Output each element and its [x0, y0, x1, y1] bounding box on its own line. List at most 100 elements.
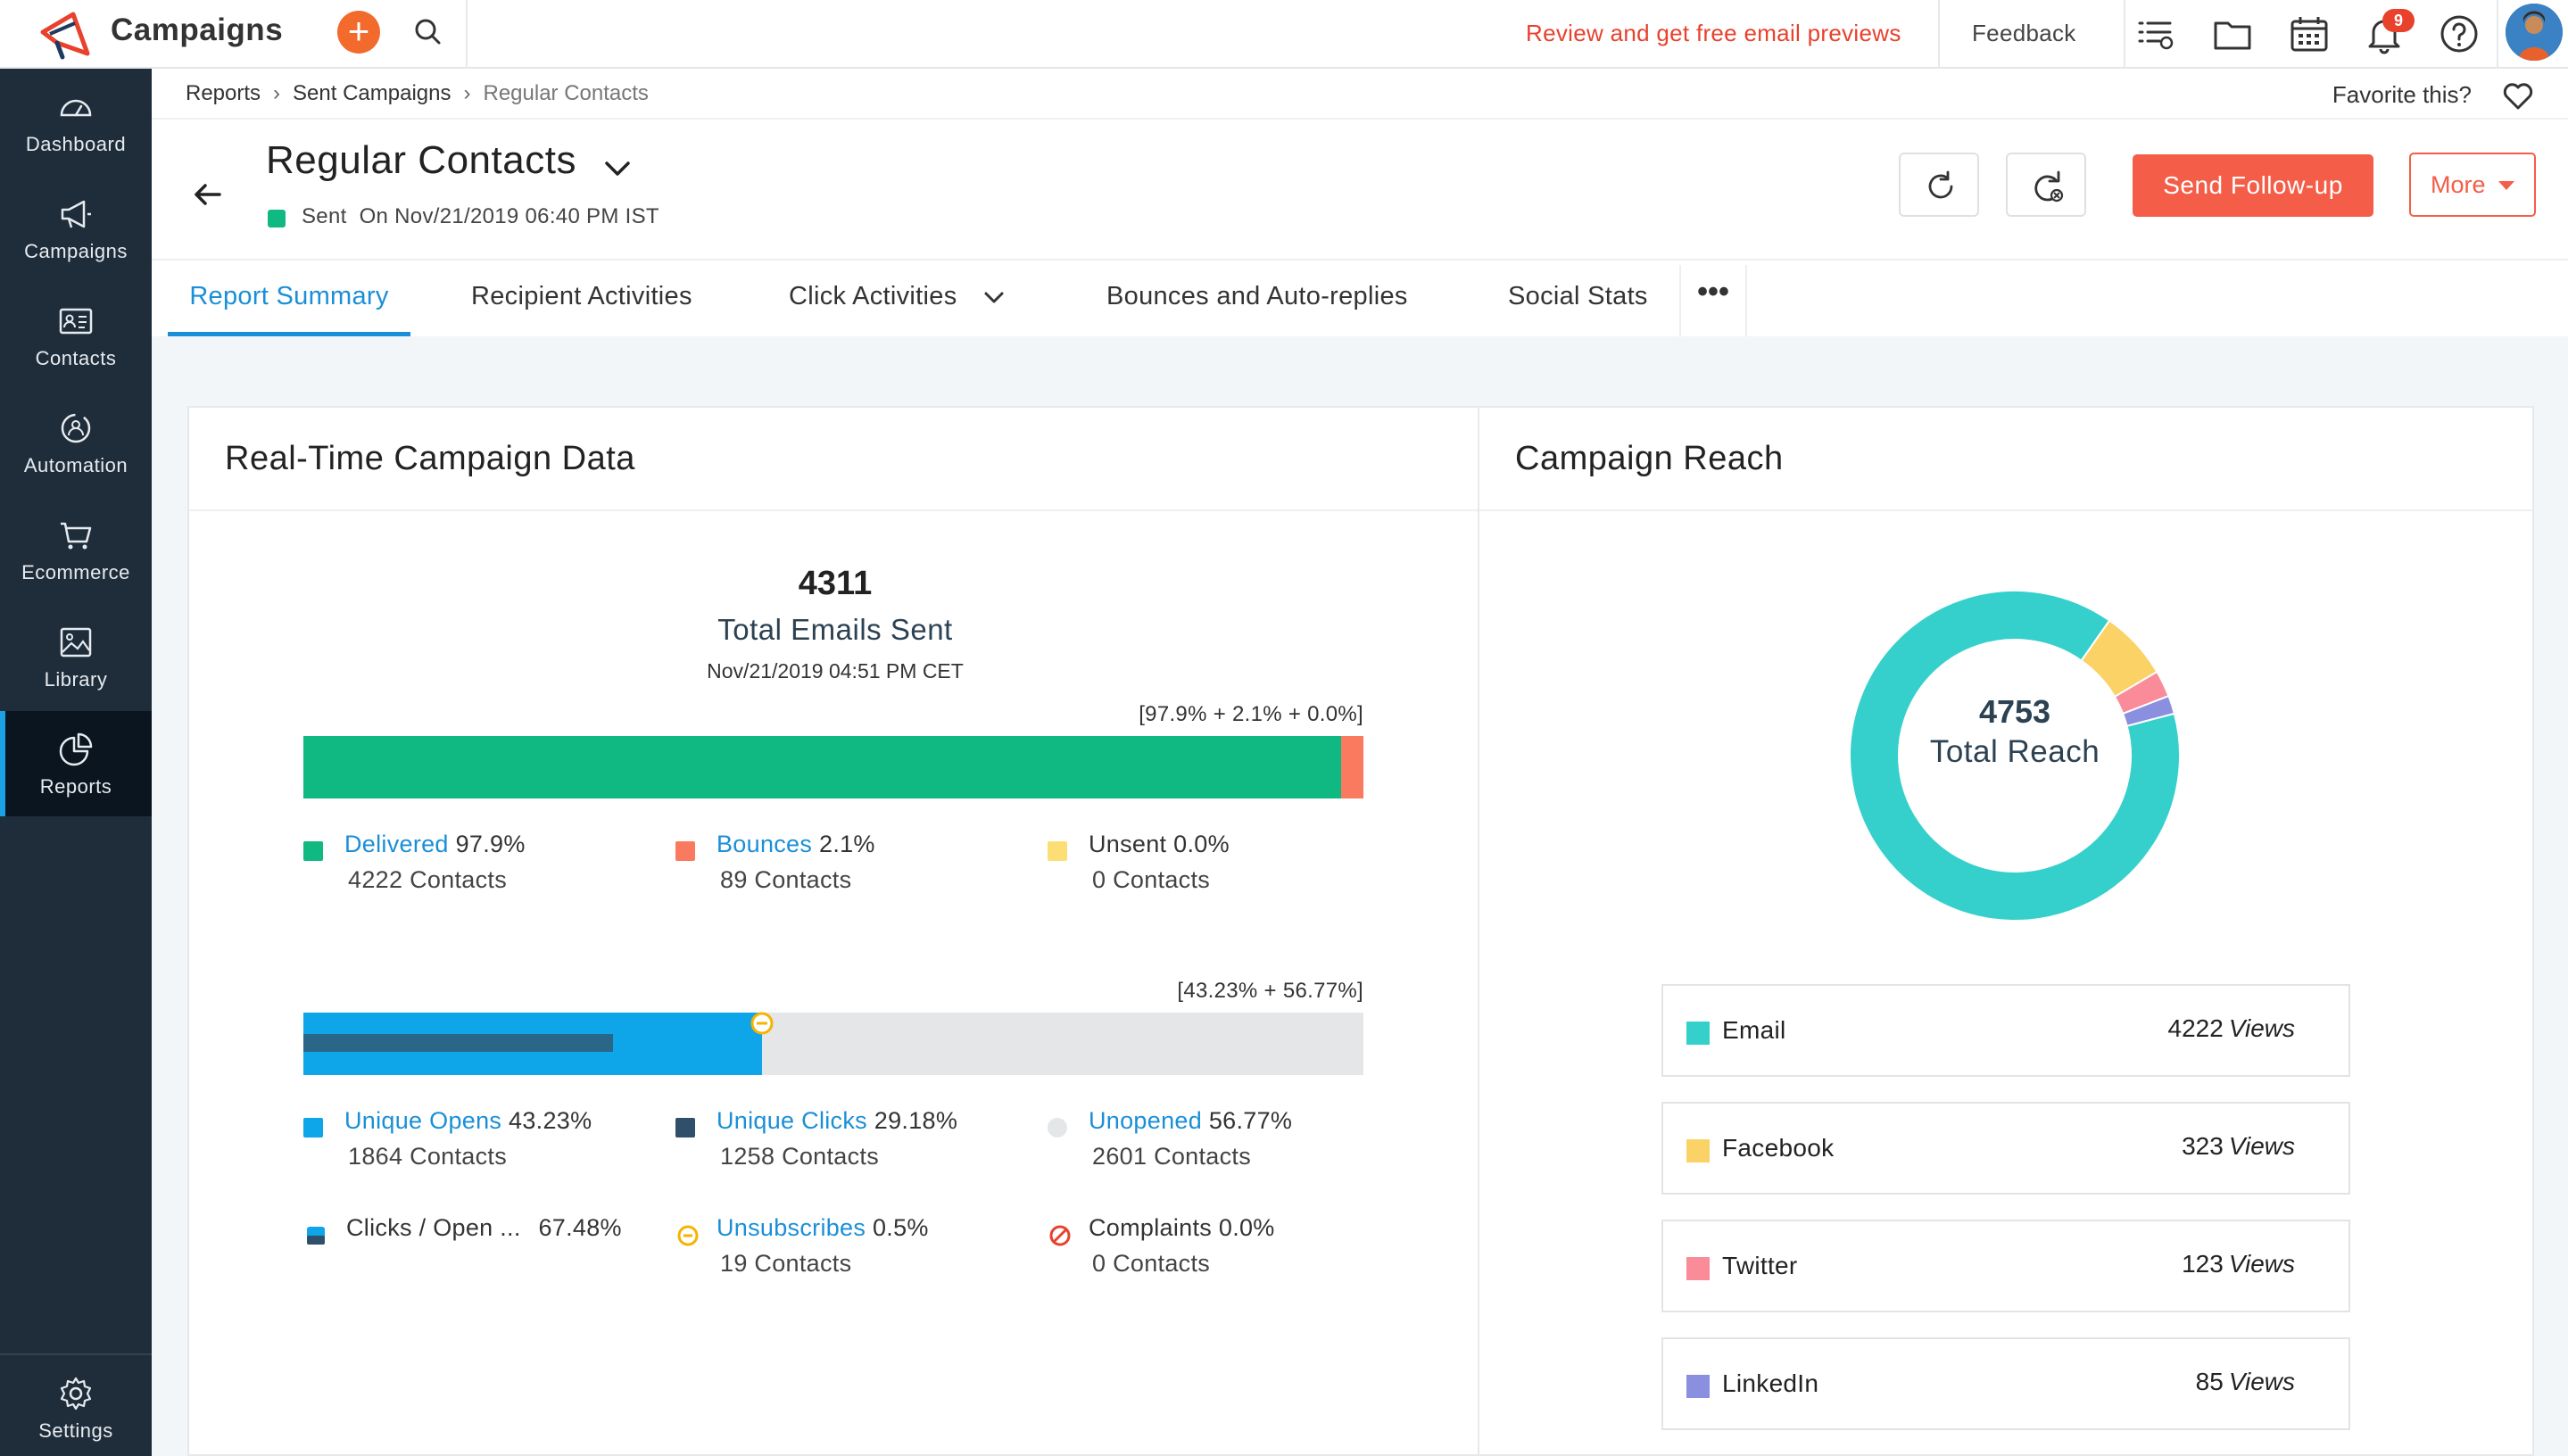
heart-icon[interactable] [2500, 78, 2536, 113]
delivered-segment[interactable] [303, 736, 1342, 798]
sidebar-item-automation[interactable]: Automation [0, 390, 152, 495]
reach-channel-name: LinkedIn [1722, 1369, 1819, 1397]
donut-slice-email[interactable] [1849, 590, 2181, 922]
help-icon[interactable] [2438, 12, 2481, 55]
facebook-swatch [1686, 1139, 1710, 1162]
reach-channel-name: Facebook [1722, 1134, 1835, 1162]
total-emails-count: 4311 [798, 565, 873, 602]
email-preview-promo-link[interactable]: Review and get free email previews [1526, 20, 1901, 46]
legend-unique-opens[interactable]: Unique Opens 43.23% 1864 Contacts [303, 1107, 660, 1187]
tab-social-stats[interactable]: Social Stats [1508, 282, 1648, 310]
sidebar-item-library[interactable]: Library [0, 604, 152, 709]
sidebar-item-label: Dashboard [25, 133, 127, 155]
legend-unique-clicks[interactable]: Unique Clicks 29.18% 1258 Contacts [675, 1107, 1032, 1187]
sidebar-item-label: Automation [23, 454, 128, 476]
legend-delivered[interactable]: Delivered 97.9% 4222 Contacts [303, 831, 660, 911]
unique-clicks-segment[interactable] [303, 1034, 613, 1052]
more-dropdown-button[interactable]: More [2409, 153, 2536, 217]
email-swatch [1686, 1022, 1710, 1045]
create-new-button[interactable]: + [337, 11, 380, 54]
refresh-button[interactable] [1899, 153, 1979, 217]
reach-channel-value: 4222 Views [2168, 1014, 2295, 1043]
cart-icon [61, 522, 92, 550]
reach-views-count: 323 [2182, 1132, 2224, 1160]
tab-bounces-auto-replies[interactable]: Bounces and Auto-replies [1106, 282, 1408, 310]
folder-icon[interactable] [2211, 12, 2254, 55]
total-reach-label: Total Reach [1929, 734, 2100, 769]
bounces-swatch [675, 841, 695, 861]
status-indicator [268, 210, 286, 228]
tab-recipient-activities[interactable]: Recipient Activities [471, 282, 692, 310]
pie-chart-icon [59, 732, 93, 766]
divider [152, 259, 2568, 261]
delivery-stacked-bar[interactable] [303, 736, 1363, 798]
unopened-swatch [1048, 1118, 1067, 1138]
reach-channel-value: 85 Views [2196, 1368, 2295, 1396]
unsent-swatch [1048, 841, 1067, 861]
legend-name[interactable]: Unopened [1089, 1107, 1203, 1134]
reach-channel-value: 323 Views [2182, 1132, 2295, 1161]
back-arrow-icon[interactable] [189, 176, 227, 213]
breadcrumb-current: Regular Contacts [483, 81, 649, 105]
sidebar-item-ecommerce[interactable]: Ecommerce [0, 497, 152, 602]
legend-bounces[interactable]: Bounces 2.1% 89 Contacts [675, 831, 1032, 911]
breadcrumb-sent-campaigns[interactable]: Sent Campaigns [293, 81, 451, 105]
legend-name[interactable]: Bounces [717, 831, 813, 857]
legend-pct: 56.77% [1208, 1107, 1293, 1134]
sidebar-item-settings[interactable]: Settings [0, 1353, 152, 1456]
campaign-status: Sent On Nov/21/2019 06:40 PM IST [302, 204, 672, 229]
linkedin-swatch [1686, 1375, 1710, 1398]
legend-unopened[interactable]: Unopened 56.77% 2601 Contacts [1048, 1107, 1404, 1187]
breadcrumb-reports[interactable]: Reports [186, 81, 261, 105]
sidebar-item-reports[interactable]: Reports [0, 711, 152, 816]
panel-title: Campaign Reach [1515, 440, 1784, 477]
favorite-label: Favorite this? [2332, 81, 2472, 108]
legend-name: Complaints [1089, 1214, 1213, 1241]
chevron-down-icon[interactable] [600, 151, 635, 186]
app-title[interactable]: Campaigns [111, 12, 284, 47]
opens-swatch [303, 1118, 323, 1138]
legend-count: 2601 Contacts [1092, 1143, 1252, 1170]
sidebar-item-campaigns[interactable]: Campaigns [0, 176, 152, 281]
contacts-icon [59, 308, 93, 335]
reach-views-count: 85 [2195, 1368, 2224, 1395]
notification-count-badge: 9 [2382, 9, 2415, 32]
auto-refresh-button[interactable] [2006, 153, 2086, 217]
legend-unsubscribes[interactable]: Unsubscribes 0.5% 19 Contacts [675, 1214, 1032, 1295]
campaigns-logo-icon[interactable] [37, 7, 95, 61]
clicks-per-open-icon [307, 1227, 325, 1245]
more-tabs-icon[interactable]: ••• [1679, 265, 1747, 336]
tab-click-activities[interactable]: Click Activities [789, 265, 1007, 336]
sidebar-item-dashboard[interactable]: Dashboard [0, 69, 152, 174]
sidebar-item-label: Ecommerce [21, 561, 130, 583]
legend-name[interactable]: Unique Opens [344, 1107, 502, 1134]
opens-stacked-bar[interactable] [303, 1013, 1363, 1075]
legend-count: 0 Contacts [1092, 866, 1211, 893]
tab-report-summary[interactable]: Report Summary [168, 265, 410, 336]
total-reach-count: 4753 [1978, 693, 2051, 730]
legend-name[interactable]: Unique Clicks [717, 1107, 867, 1134]
legend-name[interactable]: Delivered [344, 831, 449, 857]
search-icon[interactable] [409, 12, 448, 52]
reach-views-unit: Views [2228, 1368, 2295, 1395]
reach-views-count: 4222 [2167, 1014, 2224, 1042]
campaign-reach-panel: Campaign Reach 4753 Total Reach Email 42… [1478, 406, 2534, 1456]
total-emails-label: Total Emails Sent [717, 613, 953, 646]
legend-pct: 0.0% [1218, 1214, 1275, 1241]
real-time-campaign-data-panel: Real-Time Campaign Data 4311 Total Email… [187, 406, 1479, 1456]
bounces-segment[interactable] [1341, 736, 1363, 798]
divider [2124, 0, 2125, 69]
legend-count: 0 Contacts [1092, 1250, 1211, 1277]
calendar-icon[interactable] [2288, 12, 2331, 55]
sidebar-item-contacts[interactable]: Contacts [0, 283, 152, 388]
legend-count: 19 Contacts [720, 1250, 852, 1277]
list-settings-icon[interactable] [2134, 12, 2177, 55]
legend-name[interactable]: Unsubscribes [717, 1214, 866, 1241]
feedback-link[interactable]: Feedback [1972, 20, 2076, 46]
reach-channel-value: 123 Views [2182, 1250, 2295, 1278]
reach-donut-chart[interactable] [1836, 577, 2193, 934]
delivery-bar-caption: [97.9% + 2.1% + 0.0%] [1139, 702, 1363, 726]
divider [466, 0, 468, 69]
send-follow-up-button[interactable]: Send Follow-up [2133, 154, 2373, 217]
user-avatar[interactable] [2506, 4, 2563, 61]
